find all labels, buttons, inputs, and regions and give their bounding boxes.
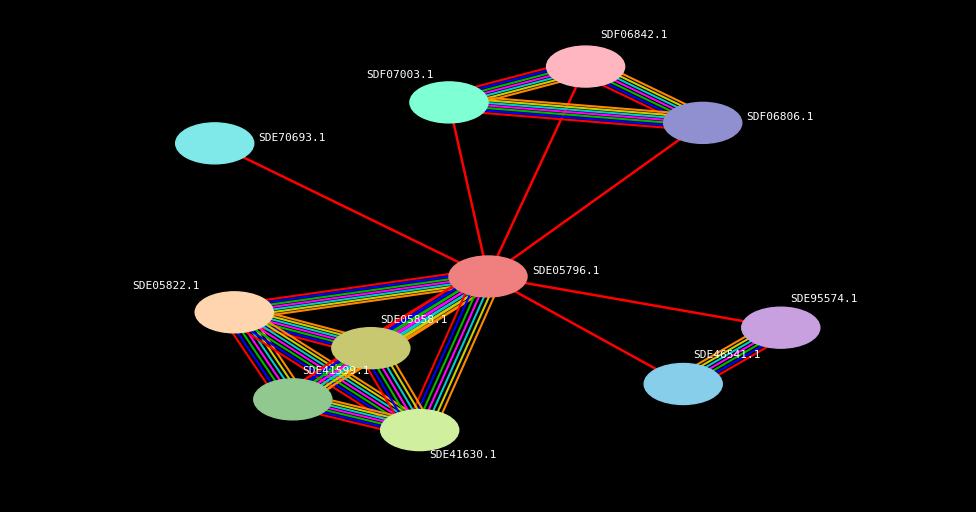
Text: SDF06806.1: SDF06806.1	[747, 112, 814, 122]
Text: SDE05796.1: SDE05796.1	[532, 266, 599, 276]
Text: SDE41630.1: SDE41630.1	[429, 450, 497, 460]
Circle shape	[195, 292, 273, 333]
Text: SDE41599.1: SDE41599.1	[303, 366, 370, 376]
Circle shape	[644, 364, 722, 404]
Circle shape	[410, 82, 488, 123]
Circle shape	[664, 102, 742, 143]
Text: SDE95574.1: SDE95574.1	[791, 294, 858, 304]
Text: SDE05858.1: SDE05858.1	[381, 314, 448, 325]
Circle shape	[547, 46, 625, 87]
Circle shape	[176, 123, 254, 164]
Text: SDE70693.1: SDE70693.1	[259, 133, 326, 143]
Circle shape	[449, 256, 527, 297]
Circle shape	[254, 379, 332, 420]
Circle shape	[332, 328, 410, 369]
Text: SDE05822.1: SDE05822.1	[132, 281, 199, 291]
Text: SDE46541.1: SDE46541.1	[693, 350, 760, 360]
Circle shape	[381, 410, 459, 451]
Circle shape	[742, 307, 820, 348]
Text: SDF06842.1: SDF06842.1	[600, 30, 668, 40]
Text: SDF07003.1: SDF07003.1	[366, 70, 433, 80]
